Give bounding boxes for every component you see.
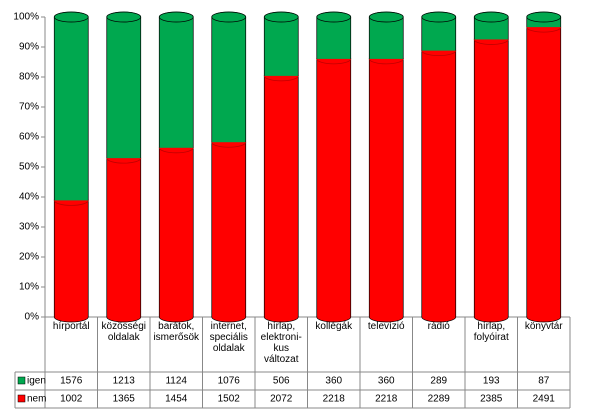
cylinder-top [421, 11, 457, 23]
table-value: 1076 [218, 376, 241, 387]
bar-segment [159, 147, 194, 317]
bar-segment [369, 17, 404, 59]
legend-label: nem [27, 394, 46, 405]
y-tick-label: 50% [19, 162, 39, 173]
legend-key [17, 376, 26, 385]
table-value: 360 [378, 376, 395, 387]
table-value: 193 [483, 376, 500, 387]
bar-segment [211, 142, 246, 317]
bar-segment [526, 27, 561, 318]
table-value: 1454 [165, 394, 188, 405]
bar-segment [474, 17, 509, 40]
table-value: 289 [430, 376, 447, 387]
bar-segment [54, 17, 89, 201]
bar-segment [264, 17, 299, 76]
cylinder-top [53, 11, 89, 23]
table-value: 1576 [60, 376, 83, 387]
y-tick-label: 0% [25, 312, 40, 323]
table-value: 87 [538, 376, 550, 387]
y-tick-label: 10% [19, 282, 39, 293]
table-value: 360 [325, 376, 342, 387]
category-label: rádió [427, 321, 450, 332]
y-tick-label: 90% [19, 42, 39, 53]
cylinder-top [106, 11, 142, 23]
y-tick-label: 20% [19, 252, 39, 263]
bar-segment [54, 200, 89, 317]
category-label: kollégák [315, 321, 353, 332]
bar-segment [421, 50, 456, 317]
legend-key [17, 394, 26, 403]
table-value: 1124 [165, 376, 187, 387]
y-tick-label: 100% [13, 12, 39, 23]
bar-segment [159, 17, 194, 148]
category-label: internet, speciális oldalak [209, 321, 248, 354]
category-label: könyvtár [524, 321, 563, 332]
table-value: 2385 [480, 394, 503, 405]
category-label: barátok, ismerősök [153, 321, 200, 343]
table-value: 2491 [533, 394, 556, 405]
cylinder-top [158, 11, 194, 23]
cylinder-top [211, 11, 247, 23]
y-tick-label: 40% [19, 192, 39, 203]
table-value: 2218 [375, 394, 398, 405]
table-value: 2218 [323, 394, 346, 405]
y-tick-label: 70% [19, 102, 39, 113]
y-tick-label: 80% [19, 72, 39, 83]
category-label: közösségi oldalak [101, 321, 146, 343]
y-tick-label: 60% [19, 132, 39, 143]
table-value: 2289 [428, 394, 451, 405]
table-value: 1502 [218, 394, 241, 405]
table-value: 1002 [60, 394, 83, 405]
table-value: 506 [273, 376, 290, 387]
bar-segment [316, 17, 351, 59]
category-label: televízió [367, 321, 405, 332]
bar-segment [474, 39, 509, 318]
y-tick-label: 30% [19, 222, 39, 233]
table-value: 2072 [270, 394, 293, 405]
cylinder-top [473, 11, 509, 23]
legend-label: igen [27, 376, 46, 387]
category-label: hírlap, folyóirat [473, 321, 509, 343]
cylinder-top [263, 11, 299, 23]
bar-segment [106, 17, 141, 159]
bar-segment [106, 158, 141, 317]
bar-segment [211, 17, 246, 143]
table-value: 1365 [113, 394, 136, 405]
cylinder-top [526, 11, 562, 23]
category-label: hírportál [52, 321, 90, 332]
table-value: 1213 [113, 376, 136, 387]
category-label: hírlap, elektroni-kus változat [260, 321, 302, 365]
bar-segment [264, 75, 299, 317]
cylinder-top [316, 11, 352, 23]
bar-segment [316, 58, 351, 317]
cylinder-top [368, 11, 404, 23]
bar-segment [421, 17, 456, 51]
bar-segment [369, 58, 404, 317]
